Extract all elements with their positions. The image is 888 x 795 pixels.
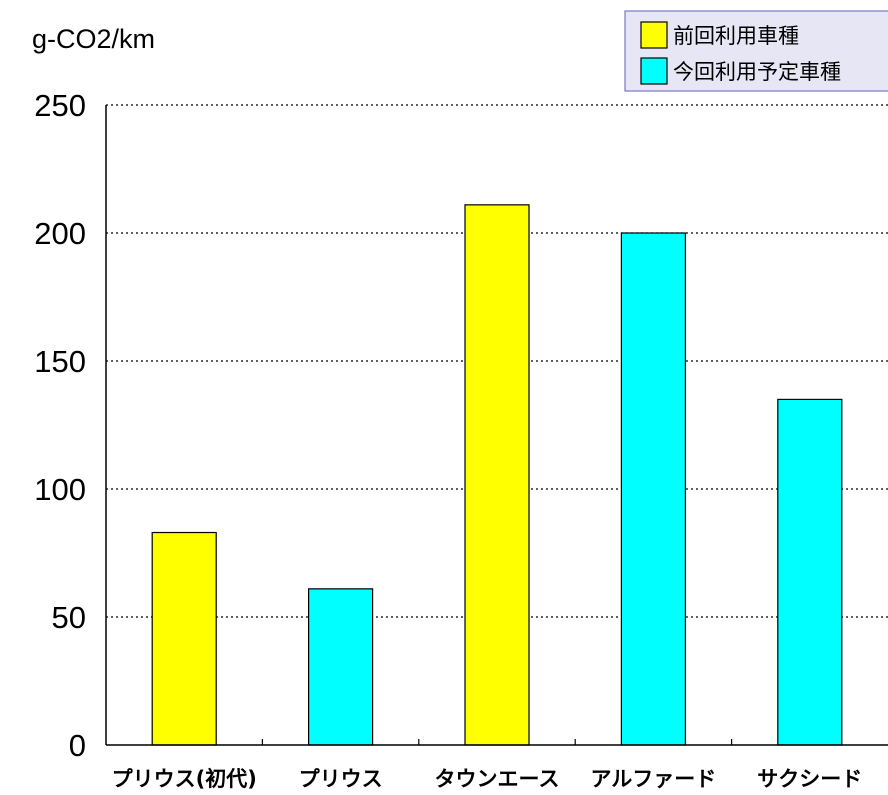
y-tick-label: 200 (34, 216, 86, 251)
bar (151, 531, 217, 746)
x-category-label: アルファード (591, 767, 717, 791)
x-category-label: サクシード (757, 767, 862, 791)
y-tick-label: 250 (34, 88, 86, 123)
legend-swatch (640, 21, 668, 49)
y-tick-label: 0 (69, 728, 86, 763)
x-category-label: プリウス (299, 767, 383, 791)
y-tick-label: 50 (52, 600, 86, 635)
axes: 0 50 100 150 200 250 プリウス(初代) プリウス タウンエース アルファード サ… (34, 88, 888, 791)
bar (620, 232, 687, 746)
legend-label: 前回利用車種 (673, 24, 799, 48)
legend-swatch (640, 57, 668, 85)
x-category-label: プリウス(初代) (112, 767, 257, 791)
legend-box (624, 10, 888, 92)
bar (777, 398, 843, 746)
y-tick-label: 150 (34, 344, 86, 379)
bars (151, 204, 843, 746)
y-tick-label: 100 (34, 472, 86, 507)
y-axis-unit-label: g-CO2/km (32, 24, 155, 54)
legend-label: 今回利用予定車種 (673, 60, 841, 84)
bar (308, 588, 374, 746)
bar (464, 204, 530, 746)
x-category-label: タウンエース (435, 767, 560, 791)
